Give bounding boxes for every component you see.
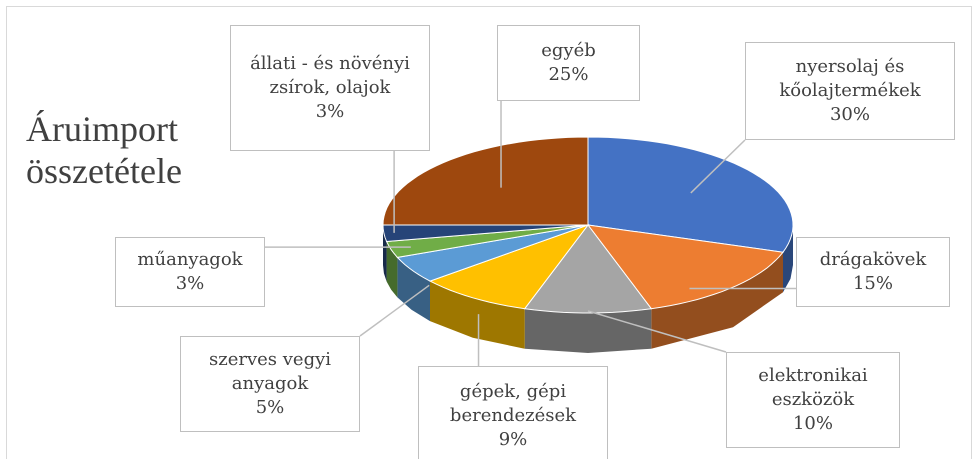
label-value: 5% <box>255 397 285 418</box>
slice <box>428 223 590 310</box>
slice-side <box>386 241 398 298</box>
slice-side <box>651 252 783 349</box>
chart-border <box>6 6 972 459</box>
label-value: 3% <box>175 273 205 294</box>
leader-line <box>690 139 746 194</box>
slice <box>586 224 784 310</box>
data-label: elektronikai eszközök 10% <box>726 352 900 448</box>
label-category: szerves vegyi anyagok <box>208 349 332 394</box>
slice-side <box>397 257 430 322</box>
data-label: műanyagok 3% <box>115 237 265 307</box>
leader-line <box>359 284 430 337</box>
label-value: 25% <box>548 64 589 85</box>
slice <box>587 136 794 253</box>
label-value: 3% <box>315 101 345 122</box>
slice <box>523 224 653 314</box>
data-label: nyersolaj és kőolajtermékek 30% <box>745 42 955 140</box>
label-value: 30% <box>829 104 870 125</box>
slice-side <box>383 225 387 282</box>
label-category: elektronikai eszközök <box>758 365 868 410</box>
leader-line <box>587 310 727 353</box>
slice-side <box>430 281 525 349</box>
data-label: egyéb 25% <box>497 25 640 101</box>
slice <box>396 224 589 282</box>
slice-side <box>783 225 793 293</box>
label-value: 15% <box>852 273 893 294</box>
slice-side <box>524 308 652 353</box>
slice <box>382 136 589 226</box>
label-category: műanyagok <box>137 249 243 270</box>
label-value: 9% <box>498 429 528 450</box>
data-label: gépek, gépi berendezések 9% <box>418 366 608 459</box>
label-value: 10% <box>792 413 833 434</box>
label-category: drágakövek <box>819 249 927 270</box>
data-label: drágakövek 15% <box>796 237 950 307</box>
label-category: állati - és növényi zsírok, olajok <box>250 53 410 98</box>
label-category: nyersolaj és kőolajtermékek <box>779 56 921 101</box>
data-label: szerves vegyi anyagok 5% <box>180 336 360 432</box>
label-category: gépek, gépi berendezések <box>449 381 577 426</box>
chart-title: Áruimport összetétele <box>26 109 182 191</box>
data-label: állati - és növényi zsírok, olajok 3% <box>230 25 430 151</box>
label-category: egyéb <box>541 40 596 61</box>
